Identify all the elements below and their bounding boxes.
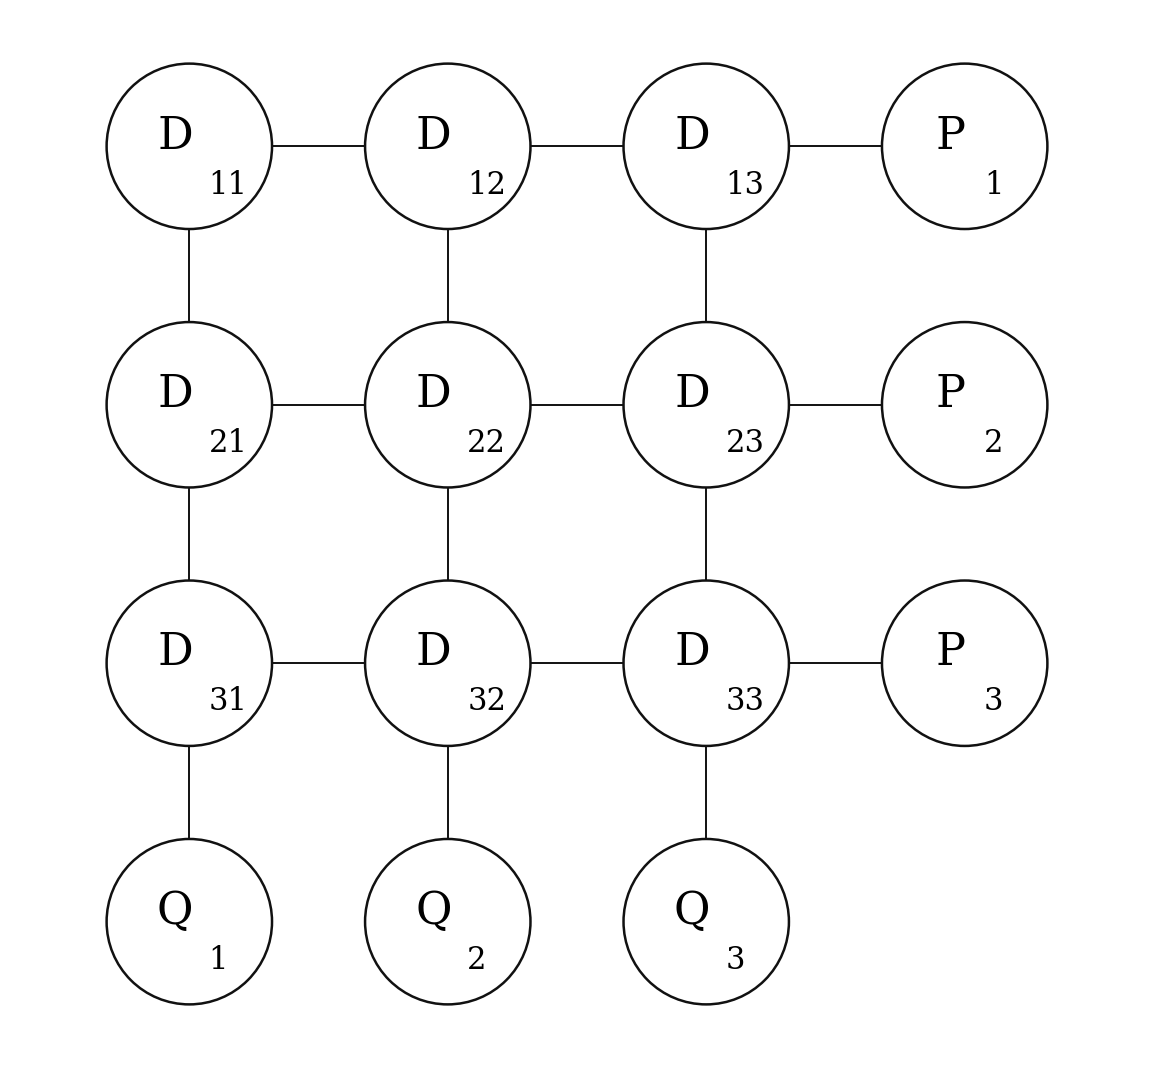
Text: D: D [415, 114, 451, 158]
Text: 3: 3 [726, 945, 745, 976]
Circle shape [882, 581, 1048, 745]
Circle shape [882, 323, 1048, 487]
Circle shape [106, 323, 272, 487]
Circle shape [365, 64, 531, 229]
Text: 13: 13 [726, 170, 765, 201]
Text: 21: 21 [209, 428, 248, 459]
Text: D: D [157, 373, 193, 417]
Text: D: D [674, 631, 710, 675]
Text: P: P [936, 631, 966, 675]
Circle shape [882, 64, 1048, 229]
Text: 33: 33 [726, 687, 765, 718]
Text: 2: 2 [467, 945, 487, 976]
Text: 12: 12 [467, 170, 507, 201]
Text: P: P [936, 114, 966, 158]
Circle shape [623, 839, 789, 1004]
Text: P: P [936, 373, 966, 417]
Text: D: D [157, 631, 193, 675]
Text: D: D [674, 373, 710, 417]
Circle shape [106, 581, 272, 745]
Circle shape [365, 581, 531, 745]
Circle shape [106, 64, 272, 229]
Circle shape [106, 839, 272, 1004]
Circle shape [623, 323, 789, 487]
Text: D: D [674, 114, 710, 158]
Text: 11: 11 [209, 170, 248, 201]
Text: 31: 31 [209, 687, 248, 718]
Text: 32: 32 [467, 687, 507, 718]
Circle shape [365, 323, 531, 487]
Text: 3: 3 [984, 687, 1004, 718]
Text: D: D [415, 631, 451, 675]
Text: 1: 1 [209, 945, 228, 976]
Text: 22: 22 [467, 428, 507, 459]
Circle shape [365, 839, 531, 1004]
Text: 23: 23 [726, 428, 765, 459]
Text: D: D [157, 114, 193, 158]
Text: D: D [415, 373, 451, 417]
Text: Q: Q [674, 890, 710, 933]
Circle shape [623, 581, 789, 745]
Circle shape [623, 64, 789, 229]
Text: Q: Q [415, 890, 452, 933]
Text: 2: 2 [984, 428, 1004, 459]
Text: 1: 1 [984, 170, 1004, 201]
Text: Q: Q [157, 890, 194, 933]
